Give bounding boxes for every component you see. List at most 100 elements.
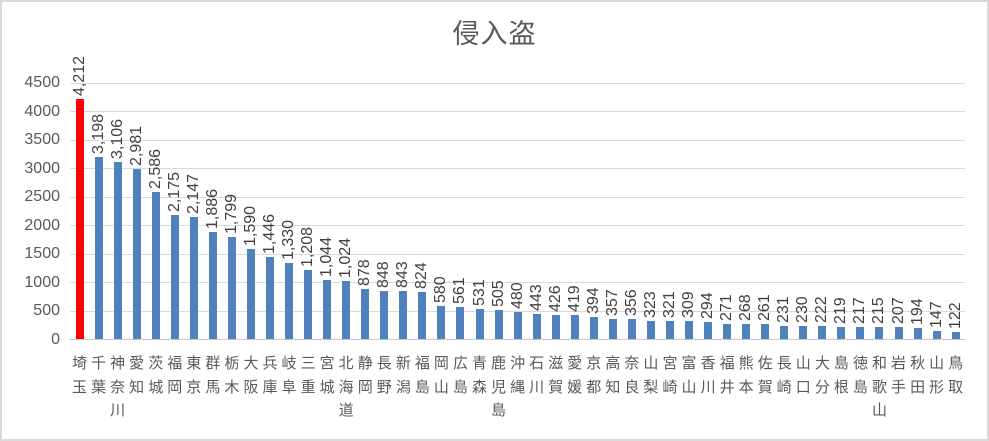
gridline	[70, 253, 965, 255]
value-label: 2,981	[127, 126, 145, 167]
bar-slot: 2,981	[127, 83, 146, 339]
value-label: 843	[394, 261, 412, 289]
value-label: 323	[641, 290, 659, 318]
value-label: 1,799	[222, 193, 240, 234]
bar-slot: 207	[889, 83, 908, 339]
value-label: 824	[413, 262, 431, 290]
category-label: 香 川	[700, 355, 716, 396]
bar	[323, 279, 332, 339]
bars-row: 4,212 3,198 3,106 2,981 2,586 2,175 2,147 1,886…	[70, 56, 965, 339]
bar-slot: 1,024	[337, 83, 356, 339]
bar-slot: 2,175	[165, 83, 184, 339]
bar	[932, 330, 941, 339]
value-label: 294	[699, 292, 717, 320]
category-label: 高 知	[605, 355, 621, 396]
category-label: 富 山	[681, 355, 697, 396]
category-label: 徳 島	[852, 355, 868, 396]
bar	[285, 263, 294, 339]
category-label: 埼 玉	[72, 355, 88, 396]
bar-slot: 3,106	[108, 83, 127, 339]
bar	[856, 326, 865, 339]
value-label: 580	[432, 276, 450, 304]
category-label: 和 歌 山	[871, 355, 887, 420]
value-label: 4,212	[70, 56, 88, 97]
gridline	[70, 168, 965, 170]
gridline	[70, 139, 965, 141]
bar	[532, 313, 541, 339]
category-label: 福 岡	[167, 355, 183, 396]
bar-slot: 261	[756, 83, 775, 339]
y-tick-label: 0	[51, 331, 60, 348]
value-label: 505	[489, 280, 507, 308]
bar	[627, 318, 636, 339]
bar-slot: 294	[699, 83, 718, 339]
category-label: 鳥 取	[948, 355, 964, 396]
bar-slot: 561	[451, 83, 470, 339]
bar-slot: 222	[813, 83, 832, 339]
value-label: 531	[470, 279, 488, 306]
category-label: 大 阪	[243, 355, 259, 396]
value-label: 2,147	[184, 173, 202, 214]
category-label: 兵 庫	[262, 355, 278, 396]
bar	[646, 320, 655, 339]
bar-slot: 309	[680, 83, 699, 339]
bar	[494, 310, 503, 339]
bar	[570, 315, 579, 339]
category-label: 島 根	[833, 355, 849, 396]
bar	[608, 318, 617, 339]
bar	[189, 216, 198, 339]
bar-slot: 219	[832, 83, 851, 339]
value-label: 878	[356, 259, 374, 287]
category-label: 山 口	[795, 355, 811, 396]
bar-slot: 843	[394, 83, 413, 339]
gridline	[70, 310, 965, 312]
bar-slot: 194	[908, 83, 927, 339]
value-label: 122	[946, 302, 964, 330]
bar-slot: 848	[375, 83, 394, 339]
x-axis: 埼 玉千 葉神 奈 川愛 知茨 城福 岡東 京群 馬栃 木大 阪兵 庫岐 阜三 …	[70, 352, 965, 423]
bar	[723, 323, 732, 339]
category-label: 静 岡	[357, 355, 373, 396]
value-label: 1,044	[318, 236, 336, 277]
bar-slot: 878	[356, 83, 375, 339]
bar	[665, 320, 674, 339]
category-label: 大 分	[814, 355, 830, 396]
category-label: 長 崎	[776, 355, 792, 396]
bar-slot: 419	[565, 83, 584, 339]
bar-slot: 217	[851, 83, 870, 339]
value-label: 1,024	[337, 237, 355, 278]
value-label: 194	[908, 298, 926, 325]
bar	[913, 327, 922, 339]
bar	[208, 231, 217, 339]
plot-area: 4,212 3,198 3,106 2,981 2,586 2,175 2,147 1,886…	[70, 56, 965, 340]
bar-slot: 271	[718, 83, 737, 339]
category-label: 東 京	[186, 355, 202, 396]
value-label: 1,330	[280, 220, 298, 261]
bar	[837, 326, 846, 339]
value-label: 1,446	[260, 213, 278, 254]
bar-slot: 1,590	[241, 83, 260, 339]
bar-slot: 1,330	[280, 83, 299, 339]
category-label: 広 島	[452, 355, 468, 396]
category-label: 鹿 児 島	[491, 355, 507, 420]
bar-slot: 147	[927, 83, 946, 339]
y-tick-label: 4000	[24, 102, 60, 120]
category-label: 滋 賀	[548, 355, 564, 396]
bar-slot: 824	[413, 83, 432, 339]
bar-slot: 1,044	[318, 83, 337, 339]
value-label: 2,175	[165, 172, 183, 213]
value-label: 230	[794, 296, 812, 323]
category-label: 群 馬	[205, 355, 221, 396]
gridline	[70, 196, 965, 198]
category-label: 沖 縄	[510, 355, 526, 396]
value-label: 1,590	[241, 205, 259, 246]
category-label: 秋 田	[910, 355, 926, 396]
bar-slot: 122	[946, 83, 965, 339]
value-label: 2,586	[146, 148, 164, 189]
category-label: 福 島	[414, 355, 430, 396]
bar	[799, 325, 808, 339]
y-tick-label: 2000	[24, 216, 60, 234]
bar	[780, 325, 789, 339]
category-label: 三 重	[300, 355, 316, 396]
